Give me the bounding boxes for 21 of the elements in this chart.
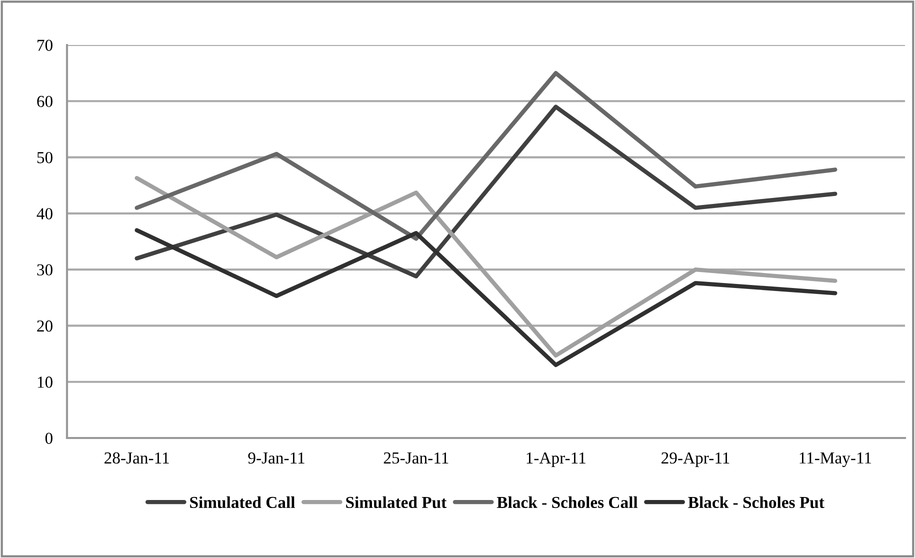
x-tick-label: 29-Apr-11: [662, 452, 730, 468]
y-tick-label: 40: [36, 208, 52, 220]
y-tick-label: 10: [38, 376, 52, 388]
y-tick-label: 30: [37, 264, 52, 276]
x-tick-label: 28-Jan-11: [104, 452, 169, 464]
x-tick-label: 25-Jan-11: [384, 452, 448, 464]
legend-label: Simulated Call: [190, 496, 295, 508]
line-series: [134, 228, 838, 368]
y-tick-label: 50: [37, 152, 52, 164]
x-tick-label: 11-May-11: [800, 452, 872, 468]
y-tick-label: 60: [37, 96, 52, 108]
line-series: [134, 104, 838, 278]
legend-label: Simulated Put: [346, 496, 447, 508]
y-tick-label: 20: [37, 320, 52, 332]
legend-label: Black - Scholes Call: [496, 496, 638, 508]
legend-label: Black - Scholes Put: [688, 496, 824, 508]
x-tick-label: 1-Apr-11: [526, 452, 586, 468]
y-tick-label: 0: [45, 432, 52, 444]
line-series: [134, 70, 838, 241]
y-tick-label: 70: [38, 40, 52, 51]
x-tick-label: 9-Jan-11: [248, 452, 304, 464]
